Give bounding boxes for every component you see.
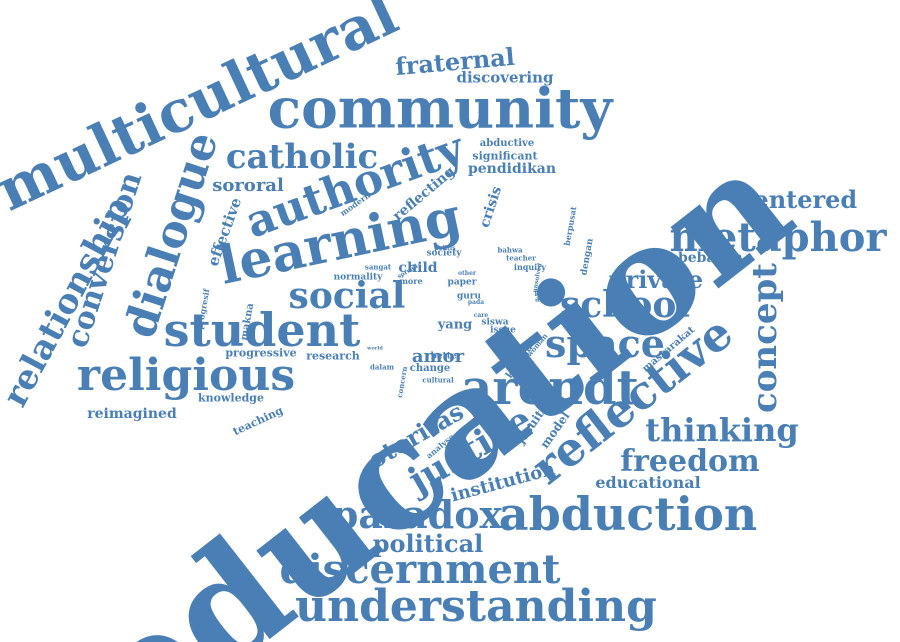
word-social: social [288, 275, 406, 317]
word-more: more [399, 276, 423, 286]
word-metaphor: metaphor [669, 214, 887, 261]
word-world: world [367, 345, 383, 352]
word-siswa: siswa [481, 317, 509, 328]
word-guru: guru [456, 291, 482, 302]
word-religious: religious [76, 350, 296, 401]
word-child: child [398, 260, 438, 276]
word-research: research [306, 349, 360, 363]
word-understanding: understanding [295, 581, 657, 632]
word-better: better [430, 351, 462, 362]
word-bahwa: bahwa [497, 245, 523, 255]
word-thinking: thinking [645, 411, 799, 449]
word-teaching: teaching [230, 403, 286, 439]
word-inquiry: inquiry [513, 262, 547, 272]
word-political: political [372, 529, 484, 558]
word-discernment: discernment [279, 546, 561, 593]
word-reimagined: reimagined [87, 406, 177, 422]
word-care: care [473, 312, 489, 319]
word-arendt: arendt [461, 360, 639, 416]
word-significant: significant [472, 149, 538, 163]
word-concept: concept [745, 263, 785, 413]
word-student: student [163, 303, 361, 357]
word-centered: centered [738, 185, 858, 214]
word-paper: paper [447, 277, 477, 288]
word-teacher: teacher [506, 253, 536, 263]
word-privat: privat [534, 287, 558, 297]
word-normality: normality [333, 272, 383, 283]
word-knowledge: knowledge [198, 391, 264, 405]
word-abduction: abduction [498, 487, 758, 541]
word-dalam: dalam [369, 362, 395, 372]
word-pendidikan: pendidikan [467, 161, 557, 177]
word-other: other [457, 270, 477, 277]
word-freedom: freedom [620, 444, 760, 479]
word-amor: amor [411, 346, 465, 367]
word-politis: politis [434, 245, 456, 252]
word-issue: issue [490, 325, 516, 336]
word-artikel: artikel [534, 294, 562, 304]
word-educational: educational [595, 473, 701, 492]
word-sororal: sororal [212, 175, 284, 196]
word-kebebasan: kebebasan [659, 250, 743, 266]
word-community: community [267, 75, 613, 141]
word-abductive: abductive [479, 138, 535, 149]
word-progressive: progressive [225, 346, 297, 360]
word-crisis: crisis [476, 184, 506, 230]
word-space: space [545, 321, 665, 366]
word-private: private [608, 265, 704, 294]
word-discovering: discovering [456, 68, 554, 87]
word-school: school [559, 284, 691, 326]
word-change: change [409, 363, 451, 374]
word-sangat: sangat [364, 262, 392, 272]
word-paradox: paradox [331, 492, 503, 537]
word-catholic: catholic [225, 137, 379, 177]
word-society: society [426, 248, 462, 259]
word-cultural: cultural [422, 375, 454, 385]
word-yang: yang [437, 317, 473, 333]
word-pada: pada [467, 299, 485, 306]
